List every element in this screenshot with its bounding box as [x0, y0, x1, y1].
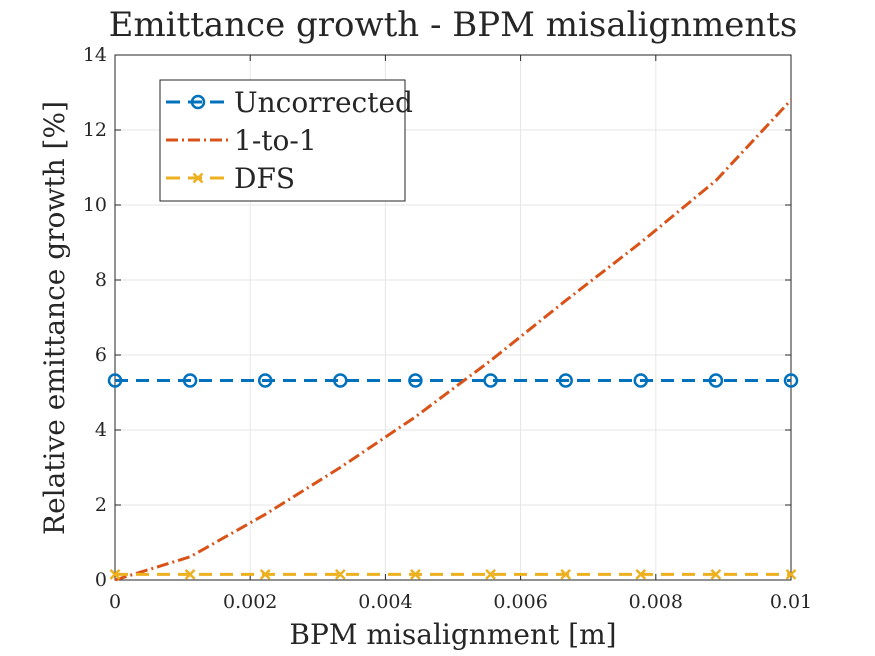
marker-stroke: [184, 568, 196, 580]
legend-swatch-marker: [192, 172, 204, 184]
data-point-dfs: [109, 568, 121, 580]
data-point-dfs: [410, 568, 421, 580]
series-uncorrected: [107, 373, 799, 388]
y-tick-label: 8: [95, 269, 107, 291]
legend-item-uncorrected: Uncorrected: [166, 86, 413, 119]
legend-item-dfs: DFS: [166, 162, 295, 195]
data-point-uncorrected: [633, 373, 649, 388]
legend-label: Uncorrected: [234, 86, 413, 119]
data-point-dfs: [334, 568, 346, 580]
series-line-1-to-1: [114, 98, 793, 582]
x-tick-label: 0.006: [493, 591, 547, 613]
legend-swatch-marker: [190, 94, 206, 110]
x-tick-label: 0.004: [358, 591, 412, 613]
x-tick-label: 0.002: [223, 591, 277, 613]
axes: [114, 54, 792, 581]
marker-stroke: [635, 568, 647, 580]
data-point-dfs: [259, 568, 271, 580]
marker-stroke: [710, 568, 722, 580]
data-point-dfs: [184, 568, 196, 580]
legend-item-1-to-1: 1-to-1: [166, 124, 317, 157]
y-tick-label: 0: [95, 569, 107, 591]
data-point-uncorrected: [107, 373, 123, 388]
data-point-uncorrected: [257, 373, 273, 388]
data-point-uncorrected: [708, 373, 724, 388]
y-tick-label: 2: [95, 494, 107, 516]
marker-stroke: [334, 568, 346, 580]
data-point-dfs: [785, 568, 797, 580]
legend-label: DFS: [234, 162, 295, 195]
series-1-to-1: [114, 98, 793, 582]
x-tick-label: 0: [109, 591, 121, 613]
axes-box: [114, 54, 792, 581]
data-point-uncorrected: [558, 373, 573, 388]
marker-stroke: [560, 568, 572, 580]
data-point-dfs: [485, 568, 496, 580]
series-dfs: [109, 568, 797, 580]
legend-label: 1-to-1: [234, 124, 317, 157]
chart-title: Emittance growth - BPM misalignments: [109, 5, 798, 45]
marker-stroke: [485, 568, 496, 580]
data-point-uncorrected: [182, 373, 198, 388]
legend: Uncorrected 1-to-1 DFS: [159, 79, 413, 202]
y-tick-label: 10: [83, 194, 107, 216]
x-tick-labels: 0 0.002 0.004 0.006 0.008 0.01: [109, 591, 812, 613]
data-point-dfs: [635, 568, 647, 580]
marker-stroke: [259, 568, 271, 580]
data-point-uncorrected: [408, 373, 423, 388]
data-point-uncorrected: [333, 373, 348, 388]
y-tick-label: 14: [83, 44, 107, 66]
data-point-dfs: [560, 568, 572, 580]
y-axis-label: Relative emittance growth [%]: [38, 101, 71, 535]
y-tick-label: 4: [95, 419, 107, 441]
marker-stroke: [192, 172, 204, 184]
series-layer: [107, 98, 799, 582]
y-tick-label: 6: [95, 344, 107, 366]
y-tick-labels: 0 2 4 6 8 10 12 14: [83, 44, 107, 591]
x-tick-label: 0.01: [770, 591, 812, 613]
x-tick-label: 0.008: [629, 591, 683, 613]
data-point-dfs: [710, 568, 722, 580]
marker-stroke: [410, 568, 421, 580]
y-tick-label: 12: [83, 119, 107, 141]
x-axis-label: BPM misalignment [m]: [289, 618, 616, 651]
data-point-uncorrected: [483, 373, 498, 388]
data-point-uncorrected: [783, 373, 799, 388]
marker-stroke: [109, 568, 121, 580]
marker-stroke: [785, 568, 797, 580]
